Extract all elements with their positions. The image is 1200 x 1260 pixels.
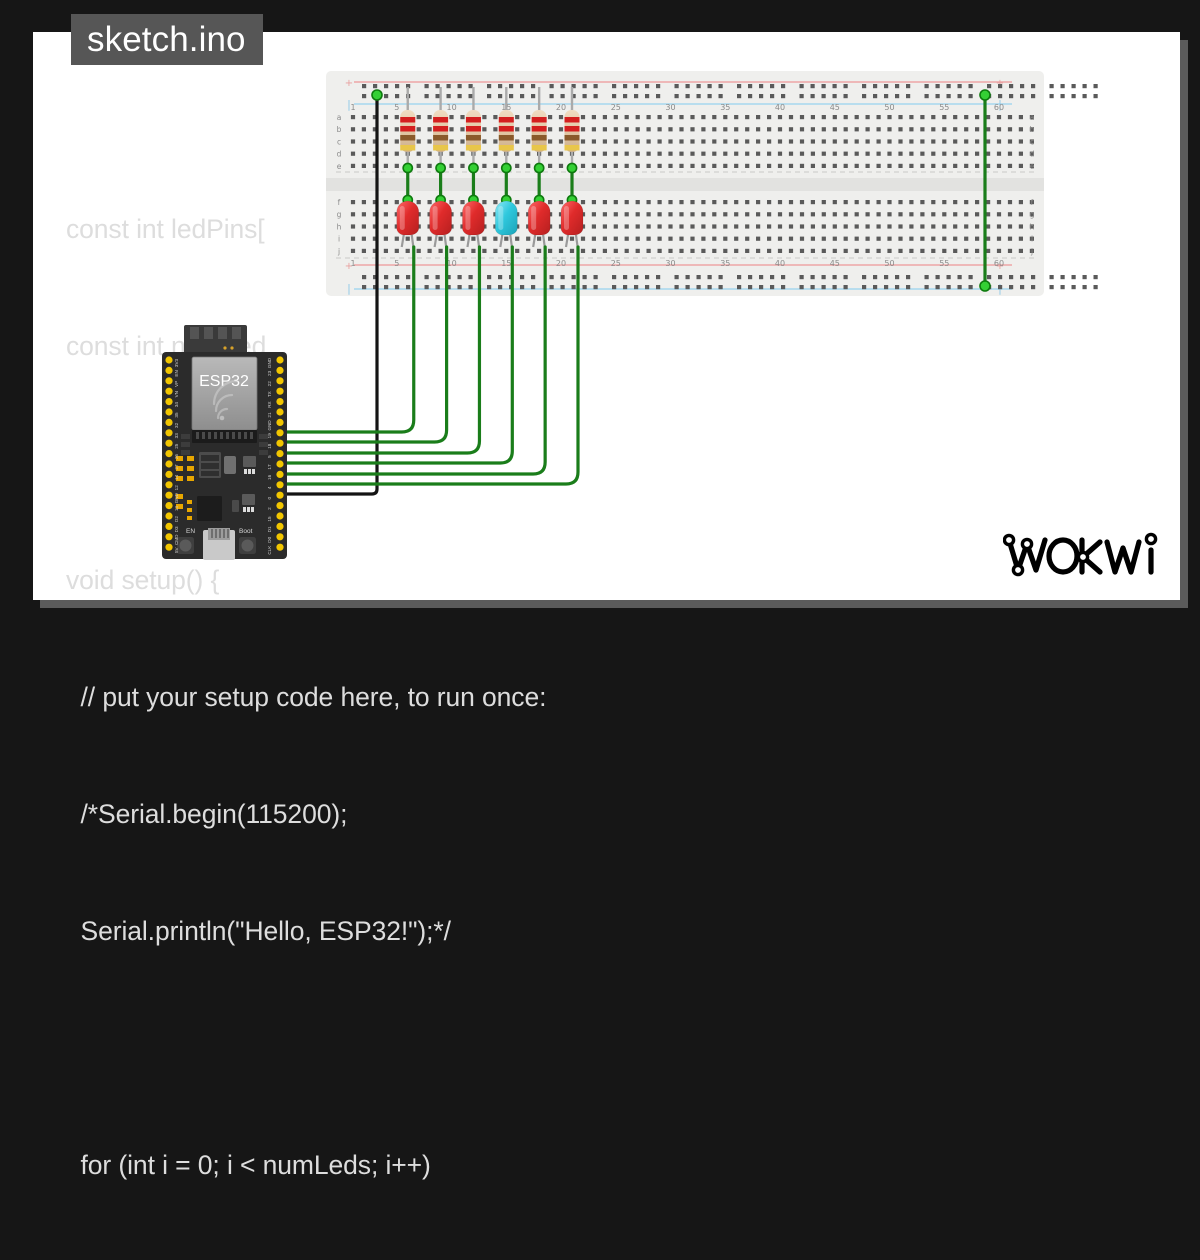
code-line: for (int i = 0; i < numLeds; i++) xyxy=(66,1150,431,1180)
code-line: /*Serial.begin(115200); xyxy=(66,799,348,829)
code-background: const int ledPins[ const int numLed void… xyxy=(66,132,546,1260)
screenshot-root: const int ledPins[ const int numLed void… xyxy=(33,14,1188,1180)
code-line: const int numLed xyxy=(66,331,267,361)
wokwi-logo xyxy=(1002,530,1163,587)
code-line: void setup() { xyxy=(66,565,220,595)
code-line xyxy=(66,1029,546,1068)
code-line: // put your setup code here, to run once… xyxy=(66,682,547,712)
file-title-chip: sketch.ino xyxy=(71,14,263,65)
page-title: sketch.ino xyxy=(87,20,246,59)
code-line: Serial.println("Hello, ESP32!");*/ xyxy=(66,916,451,946)
code-line xyxy=(66,444,546,483)
code-line: const int ledPins[ xyxy=(66,214,265,244)
